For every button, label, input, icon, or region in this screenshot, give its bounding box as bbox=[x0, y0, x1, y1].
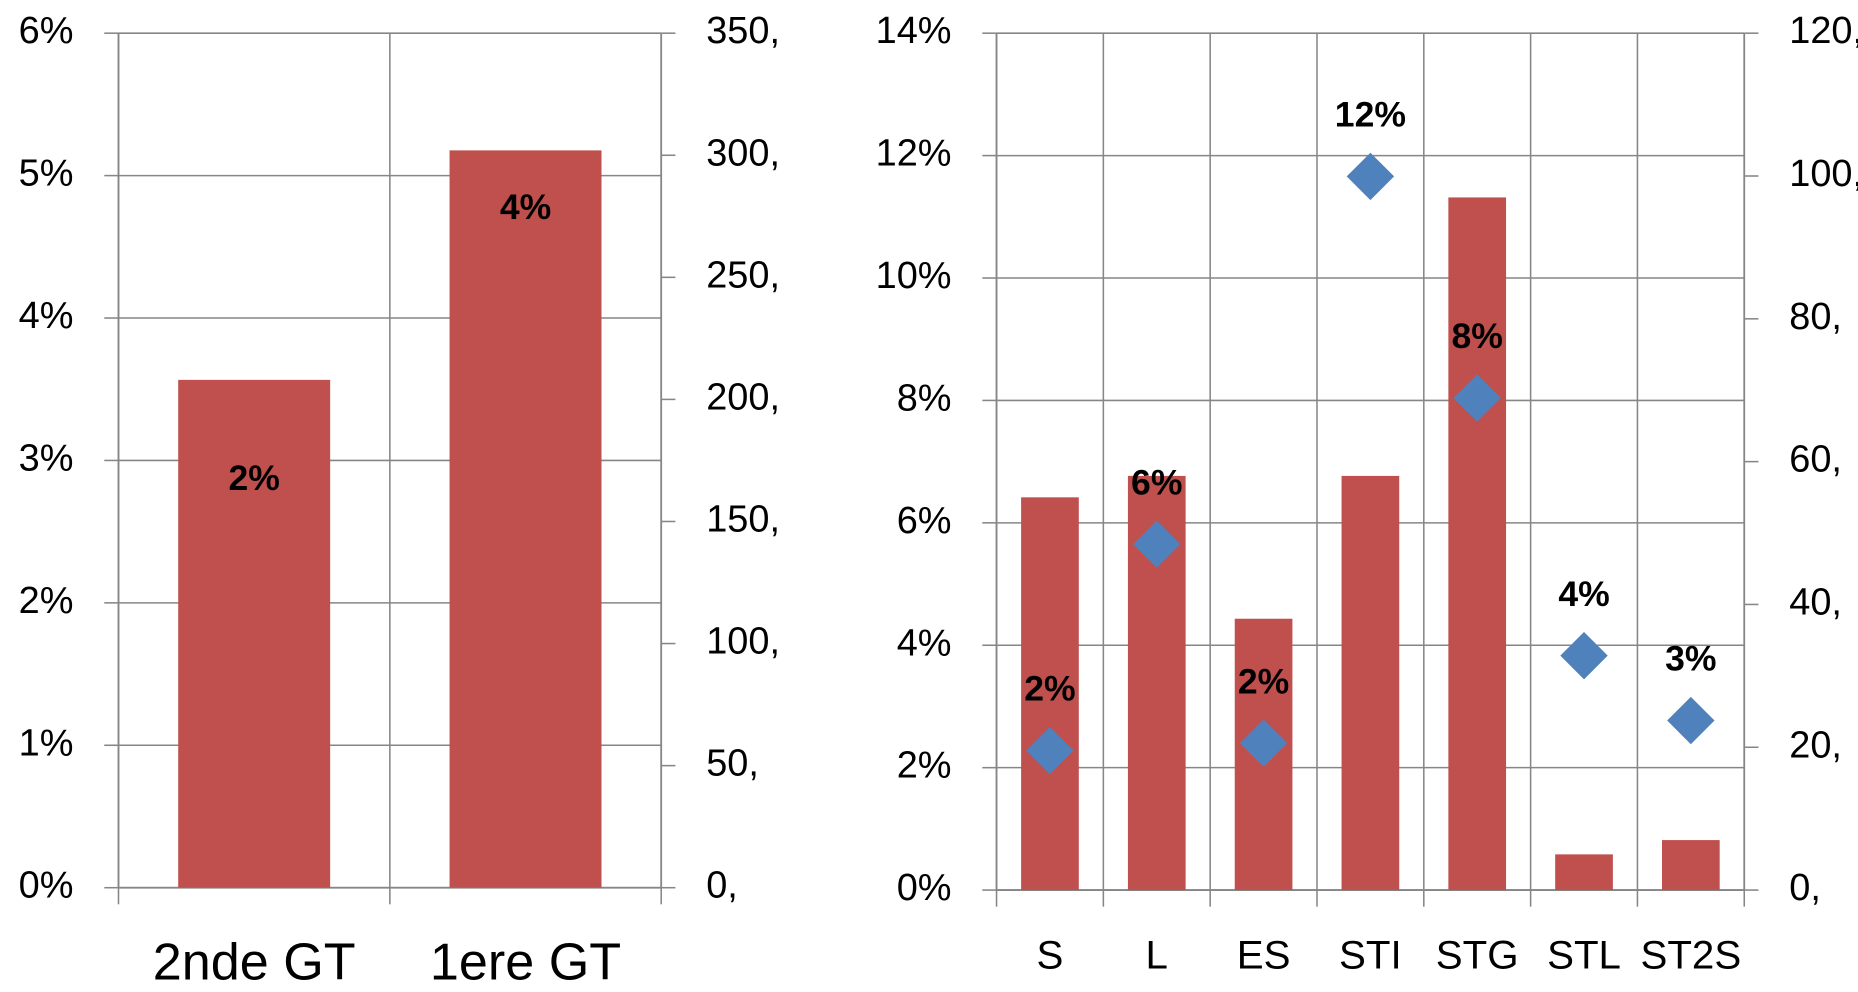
y2-tick-label: 80, bbox=[1789, 296, 1842, 338]
y-tick-label: 2% bbox=[19, 580, 74, 622]
y-tick-label: 1% bbox=[19, 722, 74, 764]
y2-tick-label: 40, bbox=[1789, 581, 1842, 623]
y2-tick-label: 100, bbox=[706, 621, 780, 663]
x-tick-label: ST2S bbox=[1640, 932, 1741, 977]
diamond-marker bbox=[1239, 719, 1288, 767]
bar bbox=[1661, 840, 1720, 891]
bar bbox=[1448, 197, 1507, 891]
bar bbox=[449, 150, 602, 888]
bar bbox=[1555, 854, 1613, 891]
y2-tick-label: 0, bbox=[1789, 867, 1821, 909]
y-tick-label: 4% bbox=[897, 622, 952, 664]
y-tick-label: 5% bbox=[19, 153, 74, 195]
data-label: 12% bbox=[1335, 95, 1406, 135]
y-tick-label: 12% bbox=[876, 133, 952, 175]
data-label: 3% bbox=[1665, 639, 1716, 679]
x-tick-label: L bbox=[1146, 932, 1168, 977]
y-tick-label: 8% bbox=[897, 377, 952, 419]
diamond-marker bbox=[1667, 696, 1715, 745]
y-tick-label: 3% bbox=[19, 437, 74, 479]
y-tick-label: 4% bbox=[19, 295, 74, 337]
y-tick-label: 0% bbox=[897, 867, 952, 909]
x-tick-label: ES bbox=[1237, 932, 1291, 977]
y2-tick-label: 20, bbox=[1789, 724, 1842, 766]
x-tick-label: STI bbox=[1339, 932, 1402, 977]
y-tick-label: 0% bbox=[19, 865, 74, 907]
y2-tick-label: 250, bbox=[706, 254, 780, 296]
y2-tick-label: 60, bbox=[1789, 439, 1842, 481]
data-label: 4% bbox=[500, 187, 551, 227]
diamond-marker bbox=[1026, 726, 1074, 775]
y2-tick-label: 350, bbox=[706, 10, 780, 52]
y-tick-label: 2% bbox=[897, 745, 952, 787]
x-tick-label: STL bbox=[1547, 932, 1621, 977]
x-tick-label: STG bbox=[1436, 932, 1519, 977]
diamond-marker bbox=[1346, 152, 1395, 201]
y-tick-label: 6% bbox=[897, 500, 952, 542]
y2-tick-label: 100, bbox=[1789, 153, 1858, 195]
data-label: 2% bbox=[228, 458, 279, 498]
y-tick-label: 6% bbox=[19, 10, 74, 52]
y2-tick-label: 0, bbox=[706, 865, 738, 907]
bar bbox=[178, 379, 331, 888]
bar bbox=[1341, 475, 1400, 891]
data-label: 4% bbox=[1558, 574, 1609, 614]
x-tick-label: S bbox=[1037, 932, 1064, 977]
y2-tick-label: 50, bbox=[706, 743, 759, 785]
y2-tick-label: 120, bbox=[1789, 10, 1858, 52]
x-tick-label: 2nde GT bbox=[153, 934, 356, 992]
y2-tick-label: 200, bbox=[706, 376, 780, 418]
y-tick-label: 10% bbox=[876, 255, 952, 297]
y-tick-label: 14% bbox=[876, 10, 952, 52]
y2-tick-label: 300, bbox=[706, 132, 780, 174]
diamond-marker bbox=[1133, 520, 1181, 568]
data-label: 2% bbox=[1238, 661, 1289, 701]
data-label: 2% bbox=[1024, 669, 1075, 709]
y2-tick-label: 150, bbox=[706, 498, 780, 540]
diamond-marker bbox=[1560, 631, 1608, 680]
data-label: 6% bbox=[1131, 462, 1182, 502]
x-tick-label: 1ere GT bbox=[430, 934, 621, 992]
data-label: 8% bbox=[1452, 316, 1503, 356]
bar bbox=[1021, 497, 1079, 891]
